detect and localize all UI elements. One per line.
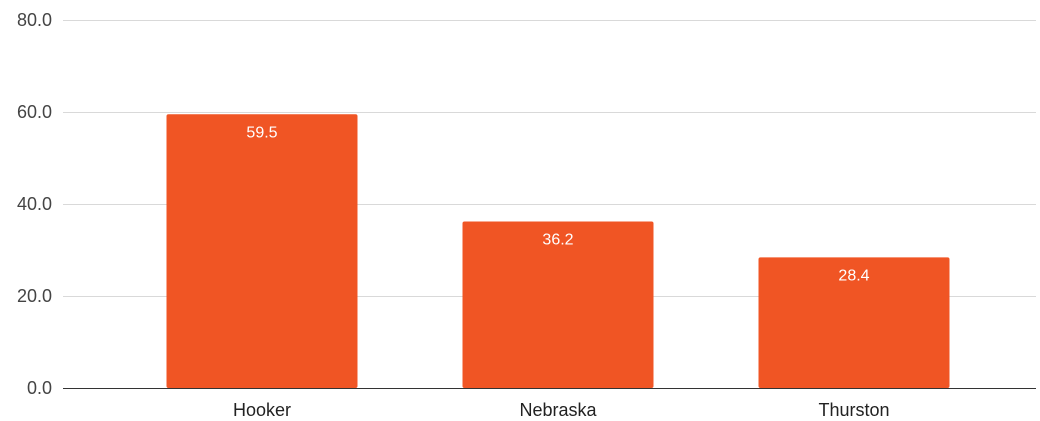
data-labels: 59.5 36.2 28.4: [246, 124, 869, 284]
y-tick-label: 20.0: [17, 286, 52, 306]
x-category-label: Nebraska: [519, 400, 597, 420]
y-tick-label: 60.0: [17, 102, 52, 122]
x-category-label: Thurston: [818, 400, 889, 420]
y-tick-label: 40.0: [17, 194, 52, 214]
y-tick-label: 80.0: [17, 10, 52, 30]
data-label: 36.2: [542, 231, 573, 248]
data-label: 28.4: [838, 267, 869, 284]
bar: [462, 221, 654, 388]
data-label: 59.5: [246, 124, 277, 141]
y-tick-label: 0.0: [27, 378, 52, 398]
bar: [758, 257, 950, 388]
x-category-label: Hooker: [233, 400, 291, 420]
bars: [166, 114, 950, 389]
bar: [166, 114, 358, 389]
x-axis-categories: Hooker Nebraska Thurston: [233, 400, 890, 420]
y-axis-ticks: 0.0 20.0 40.0 60.0 80.0: [17, 10, 52, 398]
